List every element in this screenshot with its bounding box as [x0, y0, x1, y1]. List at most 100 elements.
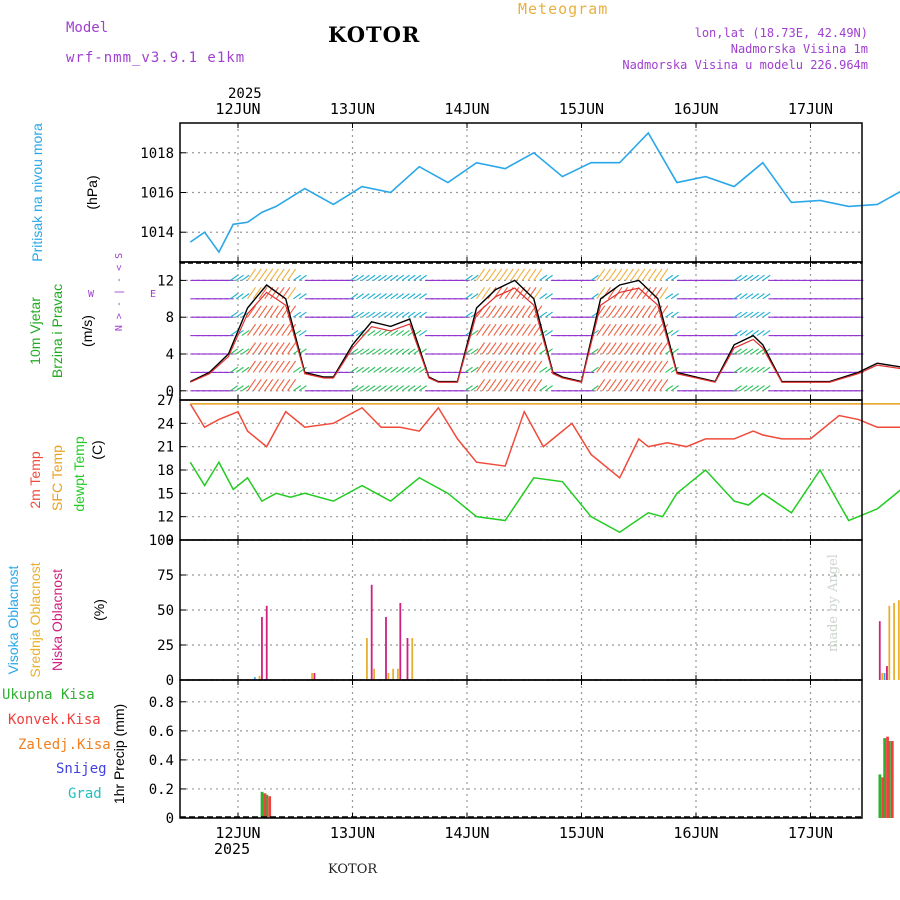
- wind-barb: [762, 385, 771, 392]
- wind-barb: [642, 323, 652, 336]
- wind-barb: [275, 305, 285, 318]
- wind-barb: [602, 323, 611, 336]
- x-tick-label-bottom: 17JUN: [788, 824, 833, 842]
- pressure-axis-unit: (hPa): [84, 175, 100, 209]
- wind-barb: [378, 366, 387, 373]
- wind-barb: [252, 323, 262, 336]
- wind-barb: [665, 274, 674, 281]
- wind-barb: [659, 342, 669, 355]
- wind-barb: [361, 366, 370, 373]
- cloud-bar: [411, 638, 414, 680]
- wind-barb: [413, 366, 422, 373]
- wind-barb: [464, 293, 473, 300]
- wind-barb: [739, 293, 748, 300]
- wind-barb: [235, 329, 244, 337]
- wind-barb: [607, 379, 617, 392]
- wind-barb: [464, 385, 473, 392]
- cloud-bar: [886, 666, 888, 680]
- model-name: wrf-nmm_v3.9.1 e1km: [66, 50, 246, 66]
- wind-barb: [247, 323, 257, 336]
- wind-barb: [350, 329, 359, 337]
- wind-barb: [264, 342, 274, 355]
- wind-barb: [751, 366, 760, 373]
- wind-barb: [401, 274, 410, 281]
- wind-barb: [630, 305, 640, 318]
- wind-barb: [498, 360, 508, 373]
- precip-legend-item: Konvek.Kisa: [8, 712, 101, 728]
- wind-barb: [751, 293, 760, 300]
- wind-barb: [384, 366, 393, 373]
- wind-barb: [665, 385, 674, 392]
- wind-barb: [235, 366, 244, 373]
- wind-barb: [281, 268, 291, 281]
- wind-barb: [636, 360, 646, 373]
- footer-location: KOTOR: [328, 862, 378, 877]
- wind-barb: [544, 385, 553, 392]
- cloud-bar: [888, 605, 891, 680]
- wind-barb: [647, 268, 657, 281]
- wind-barb: [544, 293, 553, 300]
- wind-barb: [396, 311, 405, 318]
- wind-barb: [510, 342, 520, 355]
- pressure-axis-title: Pritisak na nivou mora: [29, 123, 45, 262]
- wind-barb: [361, 348, 370, 355]
- wind-barb: [481, 287, 491, 300]
- wind-barb: [619, 305, 629, 318]
- precip-bar: [265, 794, 269, 818]
- wind-barb: [493, 379, 503, 392]
- wind-compass-e: E: [150, 289, 156, 300]
- wind-barb: [487, 342, 497, 355]
- wind-barb: [396, 293, 405, 300]
- wind-barb: [235, 385, 244, 392]
- wind-barb: [390, 329, 399, 337]
- wind-axis-unit: (m/s): [79, 315, 95, 347]
- wind-barb: [539, 366, 548, 373]
- y-tick-label: 27: [157, 393, 174, 409]
- dewpt-axis-title: dewpt Temp: [71, 436, 87, 511]
- wind-barb: [384, 274, 393, 281]
- wind-barb: [636, 287, 646, 300]
- wind-barb: [642, 379, 652, 392]
- wind-barb: [418, 329, 427, 337]
- temp-axis-unit: (C): [89, 440, 105, 459]
- wind-barb: [396, 329, 405, 337]
- wind-barb: [516, 379, 526, 392]
- wind-barb: [401, 385, 410, 392]
- wind-barb: [361, 311, 370, 318]
- wind-barb: [487, 323, 497, 336]
- wind-barb: [733, 385, 742, 392]
- y-tick-label: 0.8: [149, 695, 174, 711]
- wind-barb: [521, 268, 531, 281]
- wind-barb: [378, 385, 387, 392]
- wind-barb: [470, 293, 479, 300]
- wind-barb: [510, 305, 520, 318]
- wind-barb: [235, 274, 244, 281]
- cloud-bar: [397, 668, 399, 680]
- wind-barb: [298, 274, 307, 281]
- wind-barb: [630, 342, 640, 355]
- wind-barb: [293, 385, 302, 392]
- wind-barb: [367, 385, 376, 392]
- precip-bar: [260, 791, 264, 818]
- wind-barb: [373, 311, 382, 318]
- cloud-bar: [370, 584, 373, 680]
- wind-barb: [670, 329, 679, 337]
- wind-compass-ns: N > - | - < S: [114, 253, 125, 331]
- wind-barb: [527, 268, 537, 281]
- wind-barb: [527, 323, 537, 336]
- wind-barb: [287, 342, 297, 355]
- wind-barb: [252, 360, 262, 373]
- wind-barb: [602, 379, 611, 392]
- wind-barb: [533, 268, 543, 281]
- wind-barb: [390, 348, 399, 355]
- wind-barb: [258, 323, 268, 336]
- precip-bar: [888, 741, 891, 818]
- wind-barb: [384, 348, 393, 355]
- cloud-bar: [897, 600, 900, 680]
- wind-barb: [613, 305, 623, 318]
- wind-barb: [396, 274, 405, 281]
- wind-barb: [647, 342, 657, 355]
- wind-barb: [493, 305, 503, 318]
- wind-barb: [619, 323, 629, 336]
- wind-barb: [602, 305, 611, 318]
